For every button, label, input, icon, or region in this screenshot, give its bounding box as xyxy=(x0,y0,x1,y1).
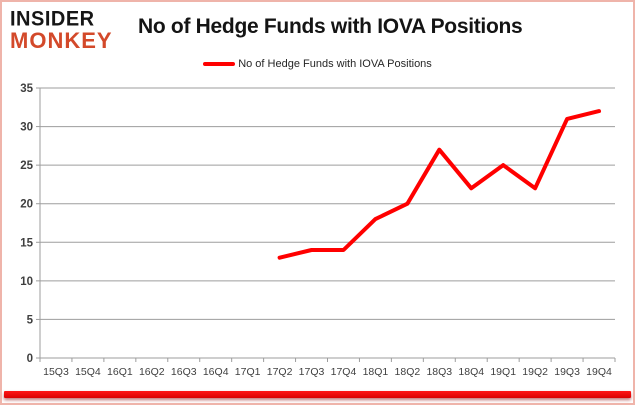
y-tick-label: 30 xyxy=(20,122,33,134)
y-tick-label: 35 xyxy=(20,83,33,95)
x-tick-label: 15Q3 xyxy=(43,366,69,378)
x-tick-label: 16Q2 xyxy=(139,366,165,378)
y-tick-label: 15 xyxy=(20,237,33,249)
y-tick-label: 25 xyxy=(20,160,33,172)
x-tick-label: 17Q3 xyxy=(299,366,325,378)
logo-text-insider: INSIDER xyxy=(10,7,95,31)
x-tick-label: 19Q2 xyxy=(522,366,548,378)
y-tick-label: 0 xyxy=(27,353,33,365)
x-tick-label: 19Q1 xyxy=(490,366,516,378)
y-axis-labels: 0 5 10 15 20 25 30 35 xyxy=(20,83,33,365)
legend: No of Hedge Funds with IOVA Positions xyxy=(2,58,633,70)
x-tick-label: 17Q2 xyxy=(267,366,293,378)
x-tick-label: 19Q3 xyxy=(554,366,580,378)
x-axis-labels: 15Q3 15Q4 16Q1 16Q2 16Q3 16Q4 17Q1 17Q2 17Q3 17Q4… xyxy=(43,366,612,378)
x-tick-label: 17Q1 xyxy=(235,366,261,378)
logo-text-monkey: MONKEY xyxy=(10,28,113,53)
x-tick-label: 19Q4 xyxy=(586,366,612,378)
y-tick-label: 5 xyxy=(27,314,34,326)
x-tick-label: 17Q4 xyxy=(331,366,357,378)
x-tick-label: 15Q4 xyxy=(75,366,101,378)
bottom-red-bar xyxy=(4,391,631,398)
tick-marks xyxy=(36,87,616,362)
legend-line-swatch xyxy=(203,62,236,66)
legend-label: No of Hedge Funds with IOVA Positions xyxy=(238,58,432,70)
gridlines xyxy=(40,87,615,320)
x-tick-label: 16Q4 xyxy=(203,366,229,378)
x-tick-label: 18Q2 xyxy=(395,366,421,378)
y-tick-label: 20 xyxy=(20,199,33,211)
x-tick-label: 18Q3 xyxy=(426,366,452,378)
axes xyxy=(39,88,615,359)
x-tick-label: 16Q3 xyxy=(171,366,197,378)
data-series-line xyxy=(277,109,601,260)
x-tick-label: 16Q1 xyxy=(107,366,133,378)
chart-title: No of Hedge Funds with IOVA Positions xyxy=(138,15,523,38)
insider-monkey-logo: INSIDER MONKEY xyxy=(10,7,113,53)
y-tick-label: 10 xyxy=(20,276,33,288)
x-tick-label: 18Q1 xyxy=(363,366,389,378)
x-tick-label: 18Q4 xyxy=(458,366,484,378)
